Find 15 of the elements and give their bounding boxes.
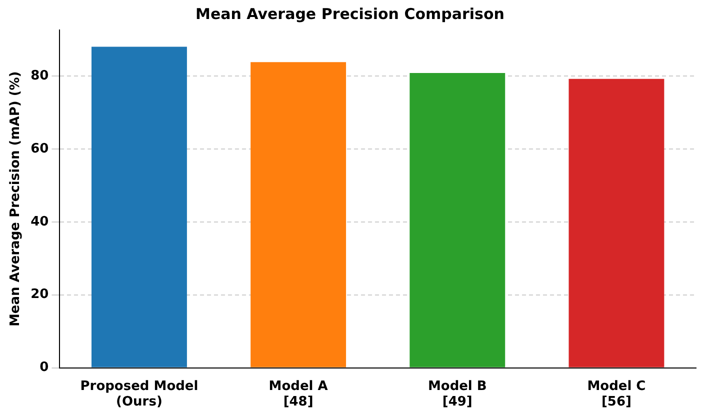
- y-tick-label: 0: [40, 360, 49, 376]
- x-tick-label: Model C [56]: [587, 378, 646, 410]
- x-tick-label: Model B [49]: [428, 378, 487, 410]
- x-tick-label: Proposed Model (Ours): [80, 378, 198, 410]
- bar: [250, 62, 346, 368]
- y-tick-label: 80: [30, 68, 49, 84]
- chart-title: Mean Average Precision Comparison: [196, 4, 504, 23]
- bar: [568, 78, 664, 368]
- x-tick-label: Model A [48]: [268, 378, 328, 410]
- y-tick-label: 40: [30, 214, 49, 230]
- y-axis-title: Mean Average Precision (mAP) (%): [8, 71, 24, 327]
- y-tick-label: 20: [30, 287, 49, 302]
- bar: [410, 73, 506, 368]
- bar: [92, 46, 187, 368]
- y-tick-label: 60: [30, 141, 49, 156]
